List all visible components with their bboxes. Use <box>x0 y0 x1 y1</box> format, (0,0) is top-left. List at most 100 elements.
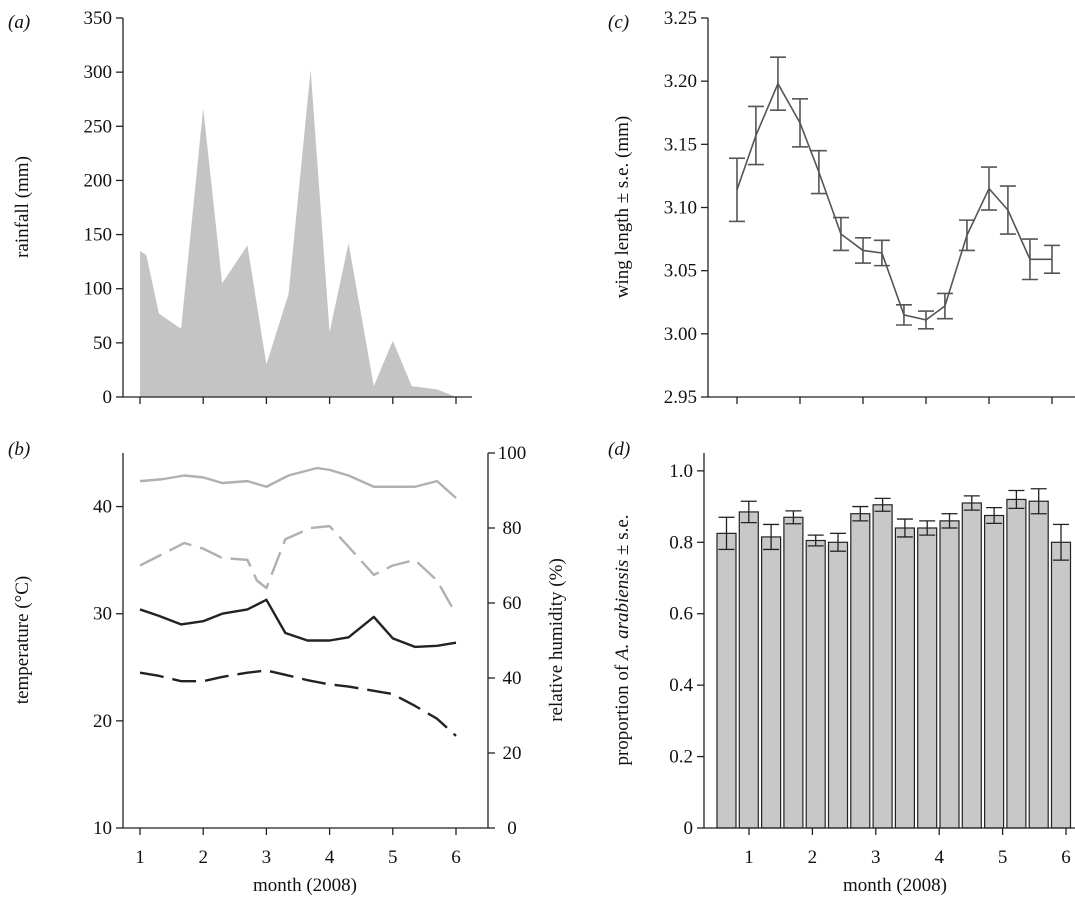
bar-group <box>850 505 871 829</box>
error-bar <box>1044 244 1060 274</box>
bar-group <box>760 523 782 829</box>
x-tick-label: 5 <box>388 847 398 868</box>
y-axis-title: rainfall (mm) <box>12 156 33 258</box>
error-bar <box>958 219 975 252</box>
y-tick-label: 300 <box>84 62 113 83</box>
bar-group <box>716 516 737 829</box>
y-axis-title-suffix: ± s.e. <box>612 514 633 559</box>
panel-c-letter: (c) <box>608 12 629 33</box>
humidity-line <box>139 524 458 615</box>
x-tick-label: 3 <box>262 847 272 868</box>
y-tick-label: 250 <box>84 116 113 137</box>
right-y-tick-label: 80 <box>503 518 522 539</box>
y-axis-title: wing length ± s.e. (mm) <box>612 116 633 298</box>
bar <box>850 513 871 829</box>
left-y-tick-label: 20 <box>93 711 112 732</box>
bar <box>716 532 737 829</box>
bar <box>872 504 893 829</box>
y-tick-label: 3.10 <box>664 198 697 219</box>
y-tick-label: 200 <box>84 170 113 191</box>
x-tick-label: 2 <box>198 847 208 868</box>
x-tick-label: 1 <box>744 847 754 868</box>
right-y-tick-label: 60 <box>503 593 522 614</box>
error-bar <box>832 216 849 252</box>
y-tick-label: 350 <box>84 8 113 29</box>
bar <box>760 536 782 829</box>
error-bar <box>873 239 890 267</box>
y-axis-title-species: A. arabiensis <box>612 560 633 662</box>
y-axis-title: proportion of A. arabiensis ± s.e. <box>612 514 633 765</box>
bar <box>961 502 982 829</box>
bar-group <box>961 495 982 829</box>
bar-group <box>983 506 1005 829</box>
error-bar <box>810 149 827 195</box>
bar-group <box>783 510 804 829</box>
left-y-tick-label: 40 <box>93 497 112 518</box>
error-bar <box>999 185 1016 235</box>
y-tick-label: 0.4 <box>669 675 693 696</box>
y-tick-label: 0.6 <box>669 604 693 625</box>
x-tick-label: 2 <box>808 847 818 868</box>
bar <box>827 541 849 829</box>
right-y-tick-label: 0 <box>507 818 517 839</box>
panel-a-letter: (a) <box>8 12 30 33</box>
panel-d-letter: (d) <box>608 439 630 460</box>
bar-group <box>917 520 938 829</box>
bar-group <box>1028 488 1049 829</box>
error-bar <box>1021 238 1038 281</box>
bar-group <box>872 497 893 829</box>
temperature-line <box>139 669 457 737</box>
y-tick-label: 0.2 <box>669 747 693 768</box>
bar <box>894 527 916 829</box>
bar-group <box>939 513 960 829</box>
bar <box>1028 500 1049 829</box>
y-tick-label: 3.00 <box>664 324 697 345</box>
y-tick-label: 2.95 <box>664 387 697 408</box>
bar <box>917 527 938 829</box>
y-tick-label: 0 <box>103 387 113 408</box>
error-bar <box>918 310 934 330</box>
bar-group <box>805 534 826 829</box>
right-y-axis-title: relative humidity (%) <box>546 558 567 722</box>
left-y-tick-label: 10 <box>93 818 112 839</box>
error-bar <box>855 237 871 264</box>
y-tick-label: 3.20 <box>664 71 697 92</box>
error-bar <box>792 98 808 148</box>
humidity-line <box>139 466 457 499</box>
bar <box>1006 498 1027 829</box>
rainfall-area <box>140 69 456 397</box>
x-tick-label: 4 <box>934 847 944 868</box>
right-y-tick-label: 100 <box>498 443 527 464</box>
bar-group <box>827 532 849 829</box>
panel-b-letter: (b) <box>8 439 30 460</box>
bar <box>939 520 960 829</box>
right-y-tick-label: 20 <box>503 743 522 764</box>
bar <box>1050 541 1072 829</box>
x-tick-label: 5 <box>998 847 1008 868</box>
x-tick-label: 6 <box>1061 847 1071 868</box>
y-tick-label: 0 <box>684 818 694 839</box>
bar-group <box>894 518 916 829</box>
error-bar <box>981 166 997 211</box>
x-tick-label: 4 <box>325 847 335 868</box>
bar-group <box>738 500 759 829</box>
error-bar <box>936 292 953 320</box>
y-tick-label: 3.25 <box>664 8 697 29</box>
panel-d-proportion: (d) 0 0.2 0.4 0.6 0.8 1.0 1 2 3 4 5 6 month (2008) pr… <box>608 439 1075 896</box>
bar <box>983 514 1005 829</box>
right-y-tick-label: 40 <box>503 668 522 689</box>
left-y-tick-label: 30 <box>93 604 112 625</box>
panel-a-rainfall: (a) 0 50 100 150 200 250 300 350 rainfall (mm) <box>8 8 472 408</box>
y-axis-title-prefix: proportion of <box>612 660 633 766</box>
y-tick-label: 3.15 <box>664 134 697 155</box>
x-axis-title: month (2008) <box>253 875 357 896</box>
left-y-axis-title: temperature (°C) <box>12 576 33 704</box>
bar <box>738 511 759 829</box>
bar-group <box>1006 489 1027 829</box>
bar-group <box>1050 523 1072 829</box>
panel-b-temperature-humidity: (b) 10 20 30 40 0 20 40 60 80 100 1 2 3 4 5 6 month (200… <box>8 439 567 896</box>
x-tick-label: 3 <box>871 847 881 868</box>
wing-length-line <box>736 81 1052 321</box>
y-tick-label: 100 <box>84 279 113 300</box>
